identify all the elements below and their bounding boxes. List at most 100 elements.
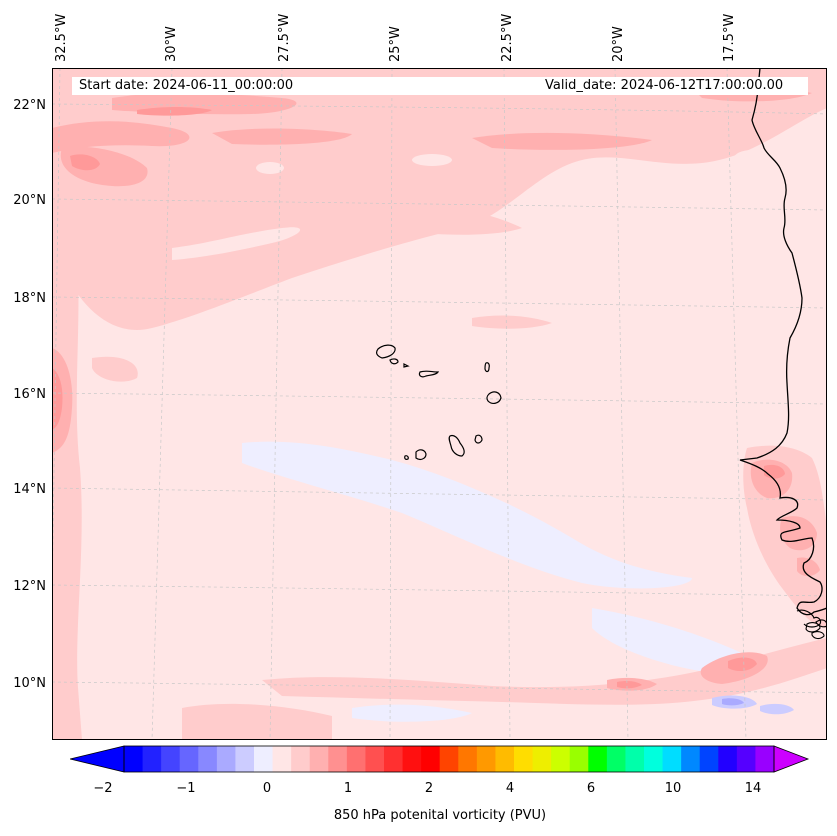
pv-contour-coast-core-3 [797, 557, 820, 577]
colorbar-cell [254, 746, 274, 772]
colorbar-cell [179, 746, 199, 772]
colorbar-cell [736, 746, 756, 772]
colorbar-cell [384, 746, 404, 772]
pv-contour-hole-1 [256, 162, 284, 174]
colorbar-cell [551, 746, 571, 772]
colorbar-frame [123, 745, 775, 773]
lon-label-32-5w: 32.5°W [54, 13, 69, 62]
island-boa-vista [486, 391, 502, 404]
colorbar-cell [328, 746, 348, 772]
pv-contour-negative-band [242, 441, 692, 589]
colorbar-cell [346, 746, 366, 772]
colorbar-cell [755, 746, 775, 772]
colorbar-tick-1: 1 [343, 781, 353, 796]
pv-contour-left-core-dark [52, 368, 63, 430]
pv-contour-top-streak-3 [137, 107, 212, 116]
pv-contour-mid-lobe-2 [472, 315, 552, 329]
colorbar-cell [458, 746, 478, 772]
valid-date-label: Valid_date: 2024-06-12T17:00:00.00 [545, 78, 784, 93]
colorbar-cells [124, 746, 775, 772]
colorbar [70, 745, 810, 773]
map-panel [52, 68, 827, 740]
island-fogo [415, 449, 427, 460]
lat-label-10n: 10°N [13, 676, 46, 691]
colorbar-cell [402, 746, 422, 772]
colorbar-cell [699, 746, 719, 772]
island-brava [404, 455, 409, 460]
colorbar-cell [606, 746, 626, 772]
island-santo-antao [376, 344, 396, 359]
date-info-bar [72, 77, 808, 95]
colorbar-tick-neg1: −1 [176, 781, 196, 796]
map-gridlines [52, 68, 827, 740]
colorbar-extend-low [70, 745, 125, 773]
pv-contour-top-streak-5 [472, 132, 652, 150]
pv-contour-top-streak-4 [212, 128, 352, 145]
colorbar-tick-6: 6 [586, 781, 596, 796]
colorbar-tick-10: 10 [664, 781, 682, 796]
pv-contour-hole-2 [734, 150, 770, 166]
colorbar-cell [272, 746, 292, 772]
lat-label-14n: 14°N [13, 482, 46, 497]
colorbar-cell [124, 746, 144, 772]
colorbar-cell [216, 746, 236, 772]
colorbar-cell [198, 746, 218, 772]
lon-label-25w: 25°W [388, 26, 403, 62]
island-sao-vicente [389, 358, 399, 365]
pv-contour-south-band [262, 638, 827, 705]
coastline-small-islands [811, 631, 825, 640]
colorbar-tick-14: 14 [744, 781, 762, 796]
pv-contour-mid-lobe-1 [352, 204, 522, 235]
coastline-africa [739, 68, 827, 616]
colorbar-tick-0: 0 [262, 781, 272, 796]
pv-contour-south-east-blob-core [728, 657, 757, 672]
colorbar-cell [161, 746, 181, 772]
pv-contour-blob-21n-core [70, 154, 100, 171]
pv-contour-lower-left-band [182, 703, 332, 740]
colorbar-cell [514, 746, 534, 772]
island-santiago [448, 434, 465, 457]
lon-label-17-5w: 17.5°W [722, 13, 737, 62]
colorbar-cell [625, 746, 645, 772]
lon-label-22-5w: 22.5°W [500, 13, 515, 62]
coastline-guinea-bissau [796, 609, 822, 628]
colorbar-cell [439, 746, 459, 772]
pv-contour-negative-patch-3 [352, 704, 472, 722]
pv-contour-negative-blue-3 [760, 703, 794, 715]
island-sao-nicolau [418, 370, 440, 378]
colorbar-cell [365, 746, 385, 772]
colorbar-cell [588, 746, 608, 772]
colorbar-cell [421, 746, 441, 772]
pv-contour-negative-blue-2 [722, 698, 744, 706]
start-date-label: Start date: 2024-06-11_00:00:00 [79, 78, 294, 93]
colorbar-tick-2: 2 [424, 781, 434, 796]
island-maio [474, 434, 483, 444]
pv-contour-hole-3 [412, 154, 452, 166]
lat-label-16n: 16°N [13, 387, 46, 402]
colorbar-cell [644, 746, 664, 772]
lat-label-22n: 22°N [13, 98, 46, 113]
cape-verde-islands [376, 344, 502, 460]
colorbar-cell [142, 746, 162, 772]
colorbar-cell [291, 746, 311, 772]
colorbar-cell [662, 746, 682, 772]
colorbar-cell [235, 746, 255, 772]
colorbar-tick-4: 4 [505, 781, 515, 796]
pv-contour-south-core-dark [617, 681, 642, 689]
colorbar-cell [309, 746, 329, 772]
lon-label-30w: 30°W [164, 26, 179, 62]
pv-contour-mid-lobe-3 [92, 356, 138, 382]
lat-label-18n: 18°N [13, 291, 46, 306]
pv-contour-top-streak-1 [52, 121, 190, 153]
colorbar-cell [532, 746, 552, 772]
island-sal [484, 362, 490, 373]
colorbar-cell [569, 746, 589, 772]
map-frame [52, 68, 827, 740]
coastline-islands-bijagos [805, 619, 827, 633]
island-santa-luzia [403, 363, 410, 368]
colorbar-title: 850 hPa potenital vorticity (PVU) [333, 808, 547, 823]
lon-label-27-5w: 27.5°W [277, 13, 292, 62]
pv-contour-negative-patch-2 [592, 608, 760, 675]
colorbar-cell [681, 746, 701, 772]
colorbar-cell [495, 746, 515, 772]
